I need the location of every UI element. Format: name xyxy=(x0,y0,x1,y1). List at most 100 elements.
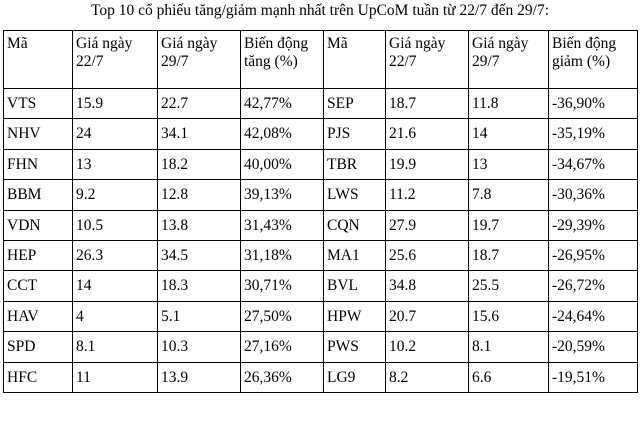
table-cell: 6.6 xyxy=(468,361,549,393)
table-cell: 13 xyxy=(72,148,158,181)
table-cell: 40,00% xyxy=(240,148,324,181)
table-header: Mã Giá ngày 22/7 Giá ngày 29/7 Biến động tă… xyxy=(3,30,638,89)
table-cell: MA1 xyxy=(323,239,386,272)
table-cell: 18.7 xyxy=(385,87,469,120)
title: Top 10 cổ phiếu tăng/giảm mạnh nhất trên… xyxy=(90,2,550,19)
table-cell: 10.3 xyxy=(157,331,241,363)
table-cell: 18.7 xyxy=(468,239,549,272)
table-cell: -20,59% xyxy=(548,331,638,363)
table-cell: 27,16% xyxy=(240,331,324,363)
table-cell: LG9 xyxy=(323,361,386,393)
table-cell: 19.7 xyxy=(468,209,549,241)
header-cell: Giá ngày 29/7 xyxy=(157,30,241,89)
table-cell: TBR xyxy=(323,148,386,181)
header-cell: Giá ngày 29/7 xyxy=(468,30,549,89)
table-cell: 42,77% xyxy=(240,87,324,120)
table-cell: NHV xyxy=(3,118,73,150)
table-cell: CCT xyxy=(3,270,73,302)
header-cell: Mã xyxy=(323,30,386,89)
table-cell: 9.2 xyxy=(72,179,158,211)
table-cell: VTS xyxy=(3,87,73,120)
table-cell: -36,90% xyxy=(548,87,638,120)
table-cell: 11.8 xyxy=(468,87,549,120)
table-cell: 15.9 xyxy=(72,87,158,120)
table-cell: 26.3 xyxy=(72,239,158,272)
table-cell: 18.3 xyxy=(157,270,241,302)
table-cell: BVL xyxy=(323,270,386,302)
table-cell: VDN xyxy=(3,209,73,241)
table-cell: 25.6 xyxy=(385,239,469,272)
table-cell: 8.1 xyxy=(72,331,158,363)
table-cell: PJS xyxy=(323,118,386,150)
table-row: HEP 26.3 34.5 31,18% MA1 25.6 18.7 -26,95% xyxy=(3,239,638,272)
table-cell: 22.7 xyxy=(157,87,241,120)
header-cell: Biến động tăng (%) xyxy=(240,30,324,89)
header-row: Mã Giá ngày 22/7 Giá ngày 29/7 Biến động tă… xyxy=(3,30,638,89)
table-cell: PWS xyxy=(323,331,386,363)
table-cell: 31,43% xyxy=(240,209,324,241)
table-cell: -30,36% xyxy=(548,179,638,211)
table-cell: 13.9 xyxy=(157,361,241,393)
header-cell: Biến động giảm (%) xyxy=(548,30,638,89)
stock-table: Mã Giá ngày 22/7 Giá ngày 29/7 Biến động tă… xyxy=(3,30,638,393)
table-cell: 27,50% xyxy=(240,300,324,333)
table-cell: 4 xyxy=(72,300,158,333)
table-cell: HFC xyxy=(3,361,73,393)
table-cell: -34,67% xyxy=(548,148,638,181)
table-cell: 15.6 xyxy=(468,300,549,333)
table-cell: -26,72% xyxy=(548,270,638,302)
table-cell: 5.1 xyxy=(157,300,241,333)
table-cell: 26,36% xyxy=(240,361,324,393)
table-cell: -26,95% xyxy=(548,239,638,272)
table-row: HAV 4 5.1 27,50% HPW 20.7 15.6 -24,64% xyxy=(3,300,638,333)
table-cell: 31,18% xyxy=(240,239,324,272)
table-cell: 12.8 xyxy=(157,179,241,211)
table-cell: 39,13% xyxy=(240,179,324,211)
table-cell: HEP xyxy=(3,239,73,272)
table-cell: -19,51% xyxy=(548,361,638,393)
table-body: VTS 15.9 22.7 42,77% SEP 18.7 11.8 -36,90% NHV 24… xyxy=(3,87,638,393)
table-cell: CQN xyxy=(323,209,386,241)
table-cell: 30,71% xyxy=(240,270,324,302)
table-cell: SEP xyxy=(323,87,386,120)
table-cell: HPW xyxy=(323,300,386,333)
table-cell: 8.1 xyxy=(468,331,549,363)
table-cell: LWS xyxy=(323,179,386,211)
header-cell: Giá ngày 22/7 xyxy=(385,30,469,89)
table-row: HFC 11 13.9 26,36% LG9 8.2 6.6 -19,51% xyxy=(3,361,638,393)
table-cell: 8.2 xyxy=(385,361,469,393)
table-cell: -35,19% xyxy=(548,118,638,150)
table-cell: 11 xyxy=(72,361,158,393)
table-cell: 13.8 xyxy=(157,209,241,241)
table-cell: 18.2 xyxy=(157,148,241,181)
table-cell: 24 xyxy=(72,118,158,150)
table-cell: 10.5 xyxy=(72,209,158,241)
table-cell: FHN xyxy=(3,148,73,181)
table-row: CCT 14 18.3 30,71% BVL 34.8 25.5 -26,72% xyxy=(3,270,638,302)
table-cell: 27.9 xyxy=(385,209,469,241)
table-cell: SPD xyxy=(3,331,73,363)
table-cell: BBM xyxy=(3,179,73,211)
table-cell: -24,64% xyxy=(548,300,638,333)
table-cell: 7.8 xyxy=(468,179,549,211)
table-cell: 19.9 xyxy=(385,148,469,181)
table-row: BBM 9.2 12.8 39,13% LWS 11.2 7.8 -30,36% xyxy=(3,179,638,211)
table-row: FHN 13 18.2 40,00% TBR 19.9 13 -34,67% xyxy=(3,148,638,181)
table-row: VTS 15.9 22.7 42,77% SEP 18.7 11.8 -36,90% xyxy=(3,87,638,120)
table-cell: 34.5 xyxy=(157,239,241,272)
table-cell: 10.2 xyxy=(385,331,469,363)
header-cell: Giá ngày 22/7 xyxy=(72,30,158,89)
header-cell: Mã xyxy=(3,30,73,89)
table-cell: 42,08% xyxy=(240,118,324,150)
table-cell: 13 xyxy=(468,148,549,181)
table-cell: 20.7 xyxy=(385,300,469,333)
table-cell: 11.2 xyxy=(385,179,469,211)
table-cell: 14 xyxy=(468,118,549,150)
table-row: VDN 10.5 13.8 31,43% CQN 27.9 19.7 -29,39% xyxy=(3,209,638,241)
table-cell: -29,39% xyxy=(548,209,638,241)
table-cell: 25.5 xyxy=(468,270,549,302)
table-cell: 34.1 xyxy=(157,118,241,150)
table-cell: HAV xyxy=(3,300,73,333)
table-cell: 34.8 xyxy=(385,270,469,302)
